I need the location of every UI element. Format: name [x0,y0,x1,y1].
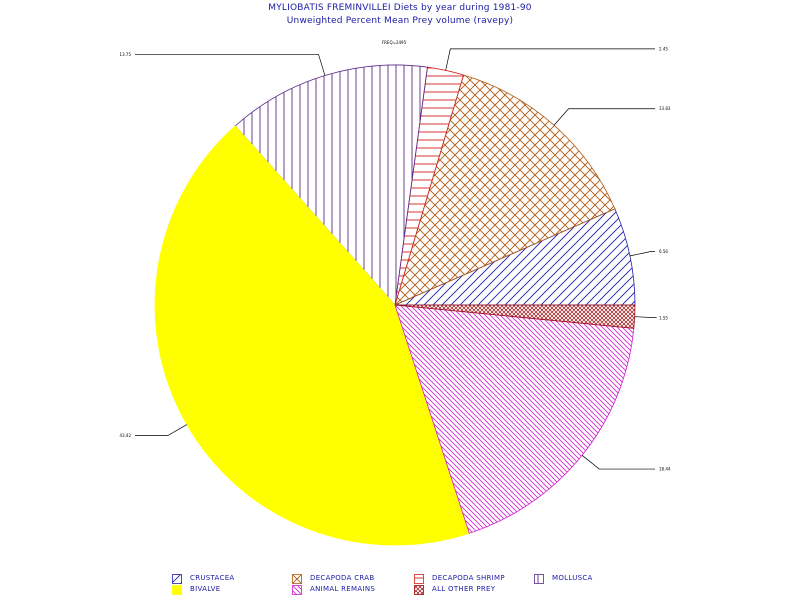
leader-line-decapoda-shrimp [445,48,655,71]
legend-swatch [414,574,424,584]
chart-subtitle: Unweighted Percent Mean Prey volume (rav… [286,16,514,26]
legend-label: ALL OTHER PREY [432,585,496,593]
leader-line-decapoda-crab [553,108,655,126]
leader-line-animal-remains [581,455,655,470]
value-label-bivalve: 43.42 [120,433,132,438]
frequency-note: FREQ=2495 [382,40,407,45]
legend-label: DECAPODA SHRIMP [432,574,505,582]
pie-slice-mollusca [234,64,428,306]
leader-line-bivalve [135,424,188,436]
pie-slice-decapoda-crab [394,74,616,306]
legend-label: MOLLUSCA [552,574,593,582]
value-label-mollusca: 13.75 [120,52,132,57]
value-label-crustacea: 6.56 [659,249,668,254]
legend-swatch [292,574,302,584]
value-label-animal-remains: 18.44 [659,467,671,472]
leader-line-mollusca [135,54,326,76]
legend-label: DECAPODA CRAB [310,574,375,582]
legend-swatch [172,574,182,584]
value-label-decapoda-crab: 13.83 [659,106,671,111]
legend-swatch [414,585,424,595]
leader-line-crustacea [629,251,655,257]
legend-label: BIVALVE [190,585,221,593]
legend-label: CRUSTACEA [190,574,235,582]
pie-slice-bivalve [154,125,470,546]
value-label-all-other-prey: 1.55 [659,315,668,320]
value-label-decapoda-shrimp: 2.45 [659,46,668,51]
leader-line-all-other-prey [634,316,657,319]
legend-swatch [172,585,182,595]
legend-swatch [534,574,544,584]
legend-swatch [292,585,302,595]
legend-label: ANIMAL REMAINS [310,585,376,593]
chart-title: MYLIOBATIS FREMINVILLEI Diets by year du… [268,3,532,13]
